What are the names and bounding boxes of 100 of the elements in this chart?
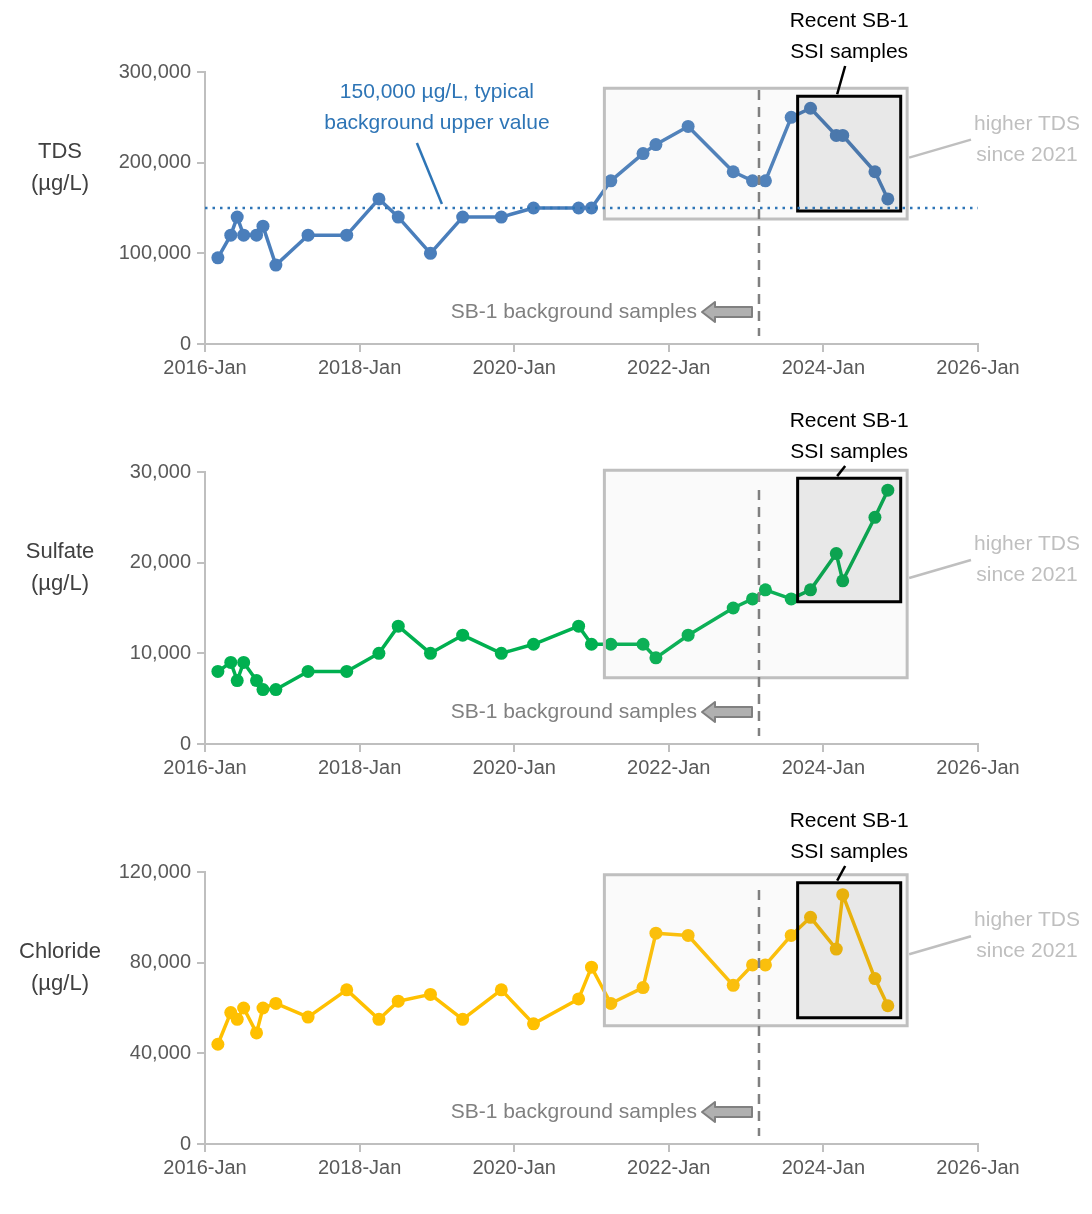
x-tick-label: 2016-Jan — [163, 1155, 247, 1178]
point — [372, 646, 386, 660]
point — [237, 655, 251, 669]
point — [868, 165, 882, 179]
x-tick-label: 2024-Jan — [781, 1155, 866, 1178]
y-tick-label: 0 — [179, 1131, 191, 1154]
point — [224, 655, 238, 669]
point — [585, 637, 598, 651]
point — [372, 1012, 386, 1026]
y-tick-label: 30,000 — [129, 459, 191, 482]
point — [391, 994, 405, 1008]
y-axis-title: TDS (µg/L) — [31, 138, 89, 196]
x-tick-label: 2016-Jan — [163, 755, 247, 778]
point — [301, 664, 315, 678]
x-tick-label: 2018-Jan — [317, 1155, 402, 1178]
y-tick-label: 0 — [179, 731, 191, 754]
point — [726, 601, 740, 615]
point — [269, 683, 283, 697]
point — [301, 1010, 315, 1024]
y-tick-label: 40,000 — [129, 1040, 191, 1063]
point — [868, 510, 882, 524]
point — [604, 637, 618, 651]
y-tick-label: 120,000 — [118, 859, 191, 882]
band-label: Recent SB-1 SSI samples — [789, 807, 909, 862]
x-tick-label: 2020-Jan — [472, 1155, 556, 1178]
point — [572, 201, 586, 215]
point — [784, 110, 798, 124]
point — [211, 664, 225, 678]
band-label: higher TDS since 2021 — [974, 110, 1080, 165]
point — [681, 628, 695, 642]
point — [829, 942, 843, 956]
point — [649, 651, 663, 665]
point — [494, 646, 508, 660]
point — [585, 960, 598, 974]
x-tick-label: 2022-Jan — [627, 755, 711, 778]
point — [649, 926, 663, 940]
point — [423, 246, 437, 260]
point — [726, 165, 740, 179]
y-axis-title: Sulfate (µg/L) — [25, 538, 95, 596]
y-tick-label: 20,000 — [129, 550, 191, 573]
point — [604, 996, 618, 1010]
point — [372, 192, 386, 206]
point — [681, 119, 695, 133]
point — [250, 674, 264, 688]
point — [758, 174, 772, 188]
point — [423, 987, 437, 1001]
x-tick-label: 2020-Jan — [472, 755, 556, 778]
point — [256, 683, 270, 697]
y-axis-title: Chloride (µg/L) — [19, 938, 101, 996]
point — [230, 210, 244, 224]
point — [572, 619, 586, 633]
point — [868, 972, 882, 986]
y-tick-label: 300,000 — [118, 59, 191, 82]
point — [784, 928, 798, 942]
point — [746, 174, 760, 188]
point — [881, 999, 895, 1013]
band-label: higher TDS since 2021 — [974, 531, 1080, 586]
point — [527, 637, 541, 651]
point — [804, 910, 818, 924]
point — [804, 583, 818, 597]
point — [636, 981, 650, 995]
point — [391, 210, 405, 224]
x-tick-label: 2016-Jan — [163, 355, 247, 378]
point — [456, 210, 470, 224]
point — [585, 201, 598, 215]
x-tick-label: 2022-Jan — [627, 1155, 711, 1178]
point — [836, 574, 850, 588]
x-tick-label: 2026-Jan — [936, 355, 1020, 378]
band-label: Recent SB-1 SSI samples — [789, 407, 909, 462]
point — [649, 138, 663, 152]
point — [681, 928, 695, 942]
point — [423, 646, 437, 660]
point — [636, 637, 650, 651]
point — [572, 992, 586, 1006]
point — [230, 674, 244, 688]
point — [494, 210, 508, 224]
point — [340, 664, 354, 678]
point — [391, 619, 405, 633]
ref-line-label: SB-1 background samples — [450, 298, 697, 322]
point — [829, 547, 843, 561]
x-tick-label: 2020-Jan — [472, 355, 556, 378]
y-tick-label: 80,000 — [129, 950, 191, 973]
point — [604, 174, 618, 188]
point — [237, 1001, 251, 1015]
point — [224, 228, 238, 242]
point — [527, 1017, 541, 1031]
point — [527, 201, 541, 215]
point — [269, 258, 283, 272]
point — [804, 101, 818, 115]
point — [456, 1012, 470, 1026]
point — [726, 978, 740, 992]
band-label: Recent SB-1 SSI samples — [789, 7, 909, 62]
point — [250, 228, 264, 242]
x-tick-label: 2018-Jan — [317, 755, 402, 778]
ref-line-label: SB-1 background samples — [450, 1098, 697, 1122]
point — [340, 228, 354, 242]
point — [494, 983, 508, 997]
point — [836, 888, 850, 902]
point — [746, 958, 760, 972]
y-tick-label: 200,000 — [118, 150, 191, 173]
